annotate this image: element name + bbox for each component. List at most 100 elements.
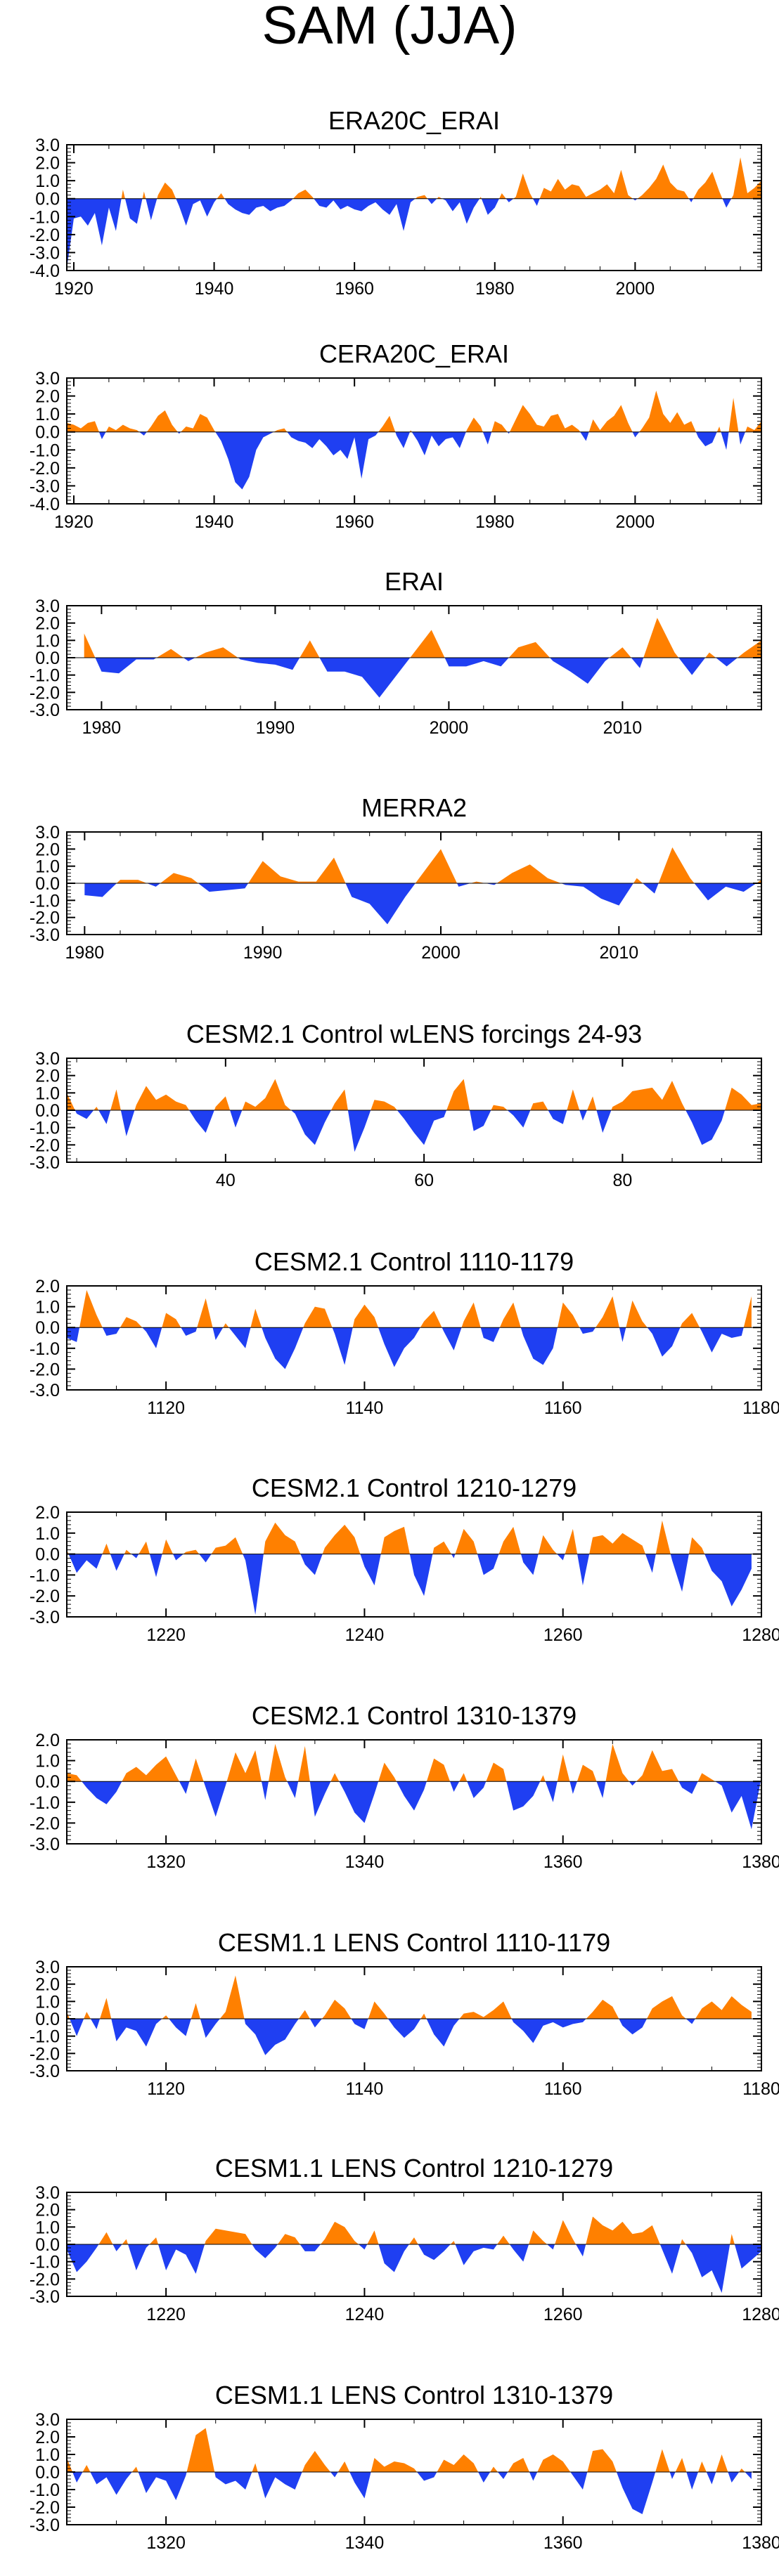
panel-areas [67,1520,752,1615]
y-tick-label: -1.0 [30,1793,60,1813]
panel-title: CESM1.1 LENS Control 1310-1379 [215,2381,613,2409]
panel-10: CESM1.1 LENS Control 1210-1279 3.02.01.00… [30,2154,779,2324]
x-tick-label: 1980 [82,718,122,738]
panel-areas [67,1975,752,2055]
y-tick-label: -1.0 [30,2480,60,2500]
y-tick-label: 3.0 [35,136,60,155]
x-tick-label: 1960 [335,512,374,532]
y-tick-label: -1.0 [30,1119,60,1138]
y-tick-label: -3.0 [30,2516,60,2535]
negative-area [67,2019,752,2055]
negative-area [67,1781,761,1830]
x-tick-label: 1920 [54,279,94,299]
negative-area [67,2472,752,2514]
y-tick-label: 0.0 [35,1545,60,1565]
panel-1: ERA20C_ERAI3.02.01.00.0-1.0-2.0-3.0-4.01… [30,106,762,299]
figure-title: SAM (JJA) [262,0,517,56]
x-tick-label: 1220 [146,1625,186,1645]
y-tick-label: 0.0 [35,649,60,668]
x-tick-label: 1160 [544,1398,582,1418]
negative-area [67,1110,761,1152]
positive-area [67,1289,752,1328]
x-tick-label: 40 [216,1171,236,1190]
positive-area [67,1743,761,1782]
positive-area [84,847,761,883]
panel-areas [67,2216,761,2294]
y-tick-label: -3.0 [30,1608,60,1627]
x-tick-label: 1380 [742,2533,779,2553]
x-tick-label: 1990 [256,718,295,738]
panel-title: CESM2.1 Control 1210-1279 [252,1474,577,1502]
x-tick-label: 1380 [742,1852,779,1872]
x-tick-label: 1180 [742,2079,779,2099]
x-tick-label: 2000 [430,718,469,738]
x-tick-label: 1980 [475,279,515,299]
x-tick-label: 1360 [543,2533,583,2553]
panel-areas [84,847,761,925]
x-tick-label: 1920 [54,512,94,532]
panel-5: CESM2.1 Control wLENS forcings 24-93 3.02… [30,1020,762,1190]
panel-title: ERA20C_ERAI [328,106,500,135]
x-tick-label: 1120 [147,1398,185,1418]
x-tick-label: 80 [612,1171,632,1190]
x-tick-label: 1260 [543,1625,583,1645]
y-tick-label: 0.0 [35,2235,60,2255]
x-tick-label: 1940 [195,279,234,299]
x-tick-label: 1240 [345,2305,385,2324]
x-tick-label: 2010 [603,718,643,738]
y-tick-label: 0.0 [35,2010,60,2029]
y-tick-label: -1.0 [30,207,60,227]
negative-area [67,2244,761,2294]
panels: ERA20C_ERAI3.02.01.00.0-1.0-2.0-3.0-4.01… [30,106,779,2553]
negative-area [67,1327,752,1370]
y-tick-label: 1.0 [35,1992,60,2012]
y-tick-label: 1.0 [35,171,60,191]
x-tick-label: 1340 [345,1852,385,1872]
y-tick-label: 1.0 [35,1752,60,1771]
x-tick-label: 2010 [600,943,639,963]
panel-areas [84,618,761,698]
y-tick-label: -2.0 [30,909,60,928]
panel-title: CESM2.1 Control wLENS forcings 24-93 [186,1020,642,1048]
x-tick-label: 1140 [346,2079,384,2099]
y-tick-label: 3.0 [35,823,60,843]
positive-area [67,2428,752,2472]
x-tick-label: 1960 [335,279,374,299]
panel-areas [67,157,761,269]
panel-areas [67,1079,761,1152]
negative-area [67,198,732,269]
x-tick-label: 1280 [742,1625,779,1645]
y-tick-label: 0.0 [35,1772,60,1792]
y-tick-label: -2.0 [30,683,60,703]
y-tick-label: 2.0 [35,1067,60,1086]
y-tick-label: 2.0 [35,2201,60,2220]
panel-title: CESM1.1 LENS Control 1210-1279 [215,2154,613,2183]
y-tick-label: -2.0 [30,1360,60,1379]
x-tick-label: 1940 [195,512,234,532]
y-tick-label: -3.0 [30,243,60,263]
panel-areas [67,2428,752,2514]
y-tick-label: -1.0 [30,891,60,911]
y-tick-label: 3.0 [35,1049,60,1069]
x-tick-label: 1990 [243,943,283,963]
y-tick-label: 3.0 [35,2410,60,2430]
y-tick-label: 0.0 [35,1318,60,1338]
positive-area [67,2216,761,2244]
x-tick-label: 1320 [146,2533,186,2553]
y-tick-label: -1.0 [30,666,60,686]
y-tick-label: 3.0 [35,597,60,616]
y-tick-label: -1.0 [30,1339,60,1359]
y-tick-label: 2.0 [35,1731,60,1750]
y-tick-label: 2.0 [35,2428,60,2447]
y-tick-label: -3.0 [30,1153,60,1173]
x-tick-label: 1280 [742,2305,779,2324]
x-tick-label: 2000 [616,512,655,532]
positive-area [67,157,761,199]
y-tick-label: -2.0 [30,226,60,245]
panel-title: CERA20C_ERAI [319,339,509,368]
y-tick-label: -3.0 [30,925,60,945]
y-tick-label: -3.0 [30,476,60,496]
y-tick-label: 0.0 [35,190,60,209]
negative-area [84,658,761,698]
